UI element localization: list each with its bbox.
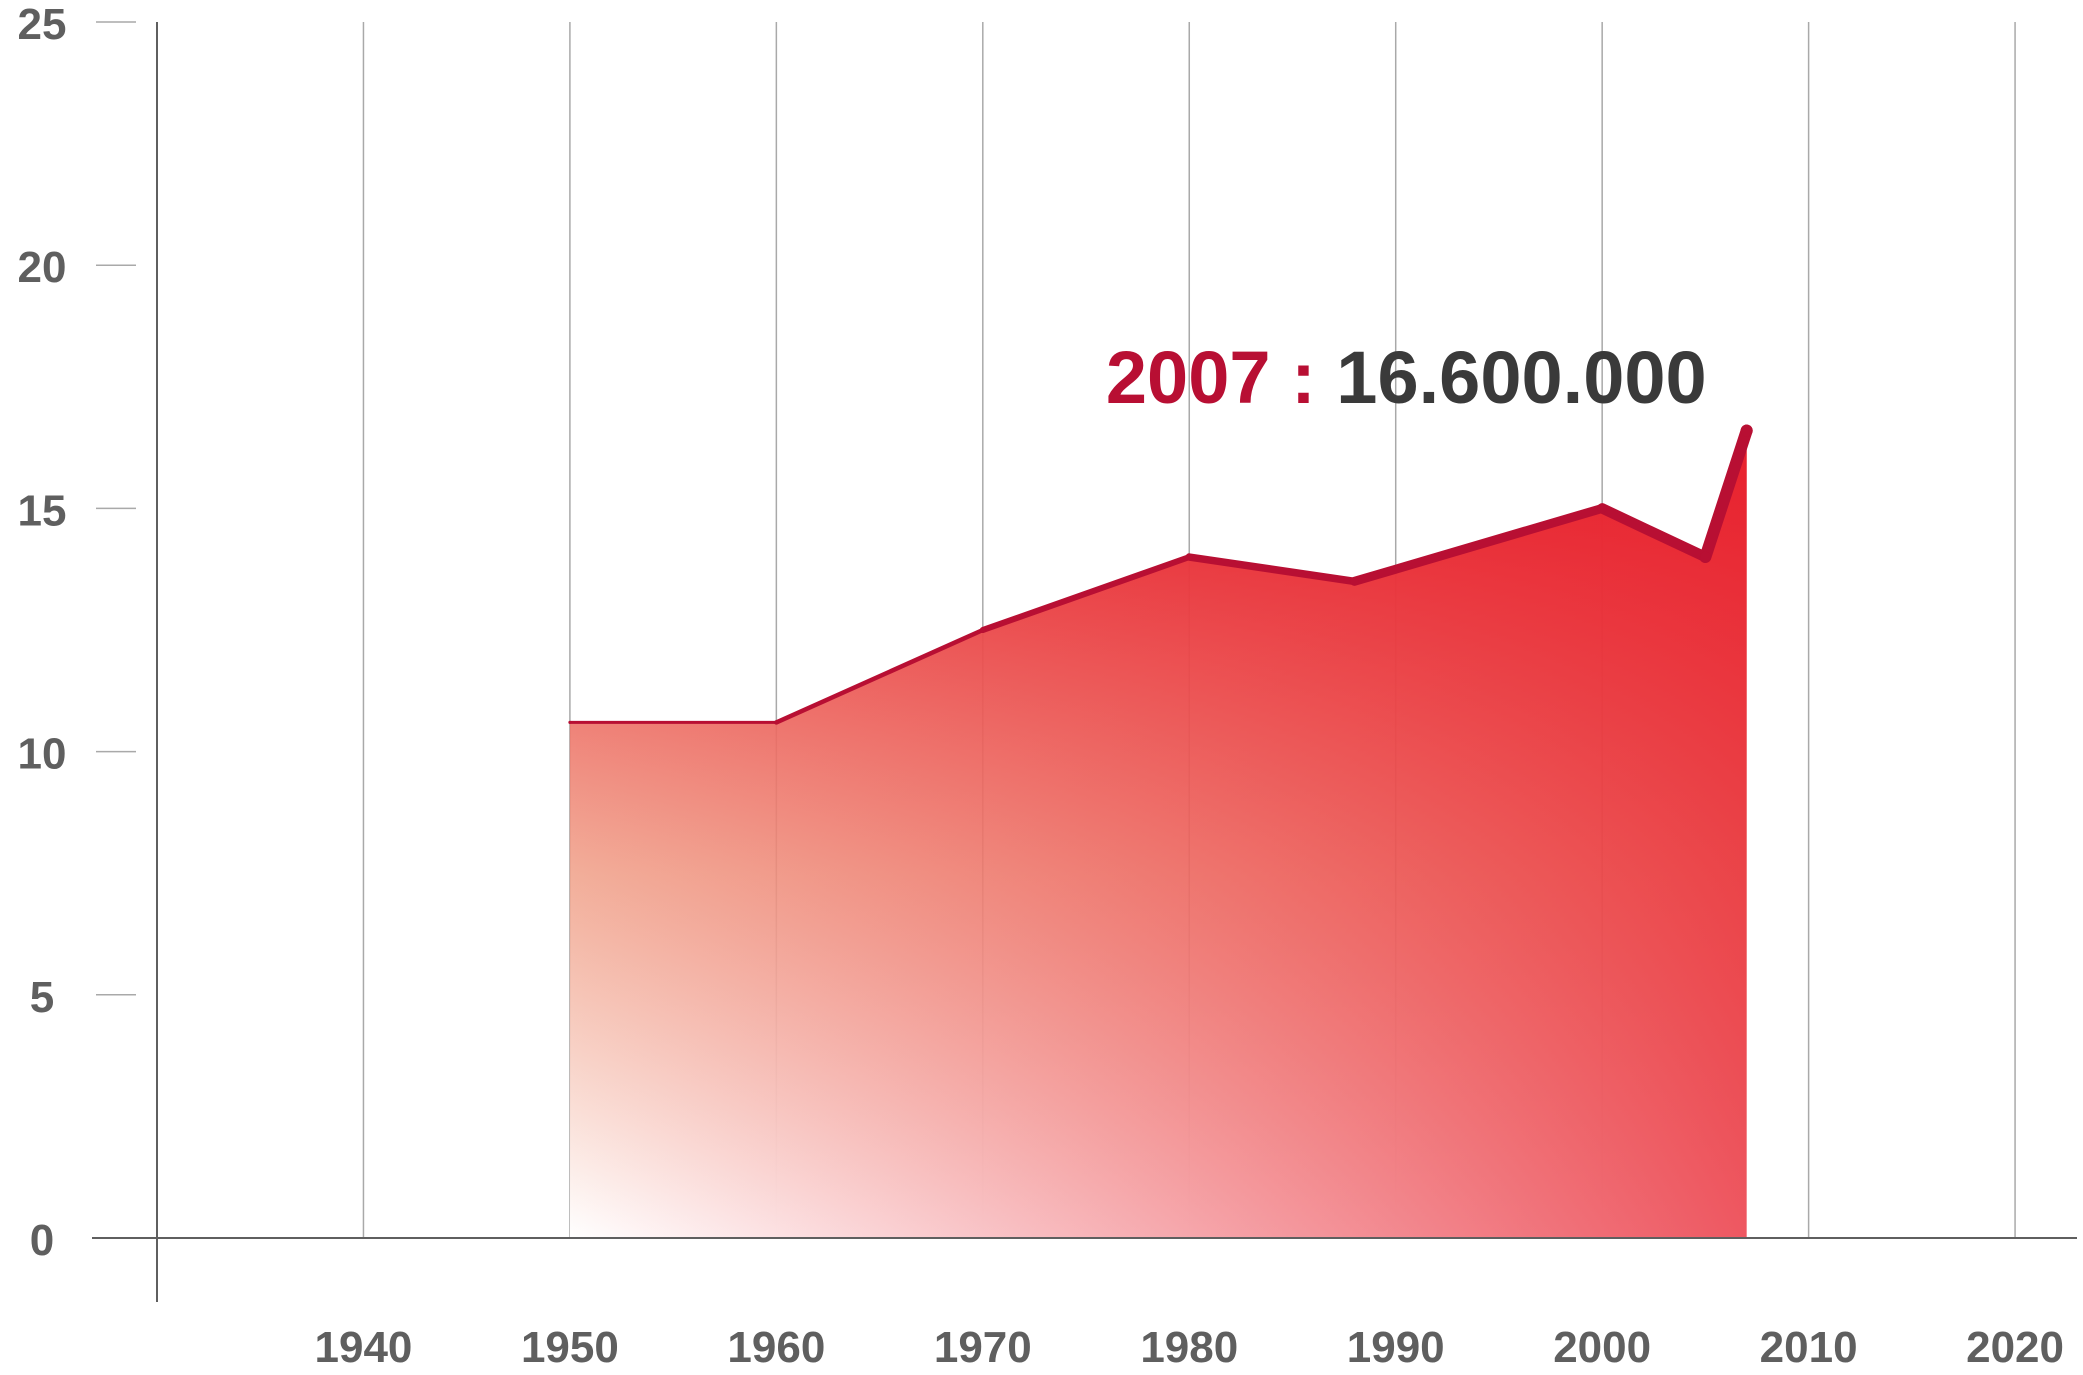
- series-segment-2005-2007: [1699, 424, 1753, 564]
- data-point-2007: [1740, 424, 1753, 437]
- y-tick-label-15: 15: [18, 486, 67, 535]
- x-tick-labels: 1940 1950 1960 1970 1980 1990 2000 2010 2020: [315, 1323, 2065, 1372]
- data-point-2000: [1597, 503, 1607, 514]
- x-tick-label-1990: 1990: [1347, 1323, 1445, 1370]
- x-tick-label-1980: 1980: [1140, 1323, 1238, 1370]
- y-tick-label-20: 20: [18, 243, 67, 292]
- series-segment-1970-1980: [979, 554, 1193, 633]
- x-tick-label-1950: 1950: [521, 1323, 619, 1370]
- data-point-1970: [980, 627, 986, 633]
- y-tick-label-5: 5: [30, 973, 54, 1022]
- series-segment-1988-2000: [1349, 503, 1607, 586]
- area-fill-highlight: [569, 430, 1747, 1238]
- data-point-1950: [568, 720, 572, 724]
- data-point-1980: [1185, 553, 1193, 561]
- x-tick-label-1960: 1960: [727, 1323, 825, 1370]
- x-tick-label-2010: 2010: [1760, 1323, 1858, 1370]
- series-segment-1980-1988: [1185, 553, 1359, 586]
- series-segment-2000-2005: [1596, 503, 1711, 563]
- annotation-value: 16.600.000: [1336, 336, 1706, 419]
- series-line-layer: [568, 424, 1753, 725]
- annotation-separator: :: [1271, 336, 1337, 419]
- data-point-1960: [774, 720, 779, 725]
- y-tick-label-25: 25: [18, 0, 67, 49]
- series-segment-1960-1970: [774, 627, 986, 725]
- data-point-1988: [1350, 577, 1359, 586]
- peak-annotation: 2007 : 16.600.000: [1106, 336, 1707, 419]
- y-tick-labels: 0 5 10 15 20 25: [18, 0, 67, 1265]
- x-tick-label-2020: 2020: [1966, 1323, 2064, 1370]
- annotation-year: 2007: [1106, 336, 1271, 419]
- area-fill-layer: [569, 430, 1747, 1238]
- axes: [92, 21, 2077, 1239]
- y-tick-label-10: 10: [18, 730, 67, 779]
- y-tick-label-0: 0: [30, 1216, 54, 1265]
- x-tick-label-1970: 1970: [934, 1323, 1032, 1370]
- data-point-2005: [1700, 551, 1711, 563]
- x-tick-label-1940: 1940: [315, 1323, 413, 1370]
- x-tick-label-2000: 2000: [1553, 1323, 1651, 1370]
